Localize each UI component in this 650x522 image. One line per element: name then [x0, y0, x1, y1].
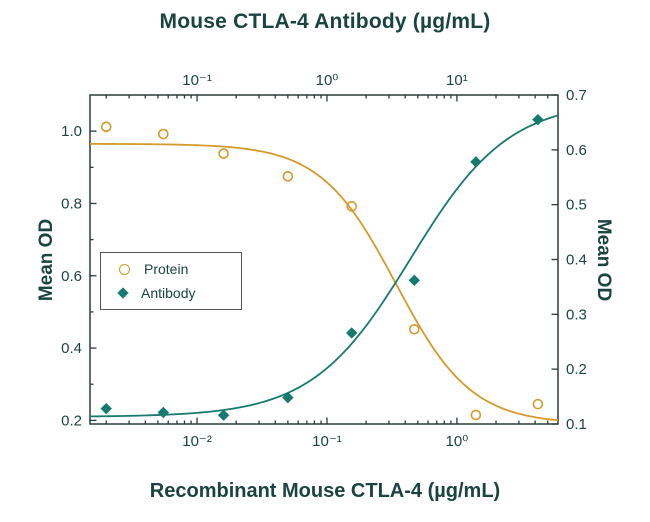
right-axis-label: Mean OD [592, 218, 614, 302]
legend-label-antibody: Antibody [141, 285, 196, 301]
svg-text:10⁰: 10⁰ [446, 433, 469, 450]
svg-text:0.3: 0.3 [566, 306, 587, 323]
svg-text:0.2: 0.2 [61, 412, 82, 429]
svg-text:0.8: 0.8 [61, 195, 82, 212]
svg-text:10⁻¹: 10⁻¹ [182, 72, 212, 89]
svg-text:0.1: 0.1 [566, 416, 587, 433]
svg-text:1.0: 1.0 [61, 123, 82, 140]
filled-diamond-marker-icon [117, 287, 129, 299]
svg-text:10¹: 10¹ [446, 72, 468, 89]
svg-text:10⁻²: 10⁻² [182, 433, 212, 450]
svg-text:0.4: 0.4 [566, 252, 587, 269]
legend: Protein Antibody [100, 252, 242, 310]
legend-label-protein: Protein [144, 261, 189, 277]
svg-text:0.2: 0.2 [566, 361, 587, 378]
legend-item-protein: Protein [119, 261, 241, 277]
bottom-axis-label: Recombinant Mouse CTLA-4 (µg/mL) [149, 480, 501, 502]
open-circle-marker-icon [119, 263, 130, 275]
svg-text:0.7: 0.7 [566, 87, 587, 104]
svg-text:0.4: 0.4 [61, 340, 82, 357]
svg-text:0.6: 0.6 [566, 142, 587, 159]
svg-text:10⁰: 10⁰ [316, 72, 339, 89]
svg-text:10⁻¹: 10⁻¹ [312, 433, 342, 450]
svg-text:0.5: 0.5 [566, 197, 587, 214]
legend-item-antibody: Antibody [117, 285, 241, 301]
top-axis-title: Mouse CTLA-4 Antibody (µg/mL) [159, 10, 491, 33]
svg-text:0.6: 0.6 [61, 268, 82, 285]
left-axis-label: Mean OD [36, 218, 58, 302]
